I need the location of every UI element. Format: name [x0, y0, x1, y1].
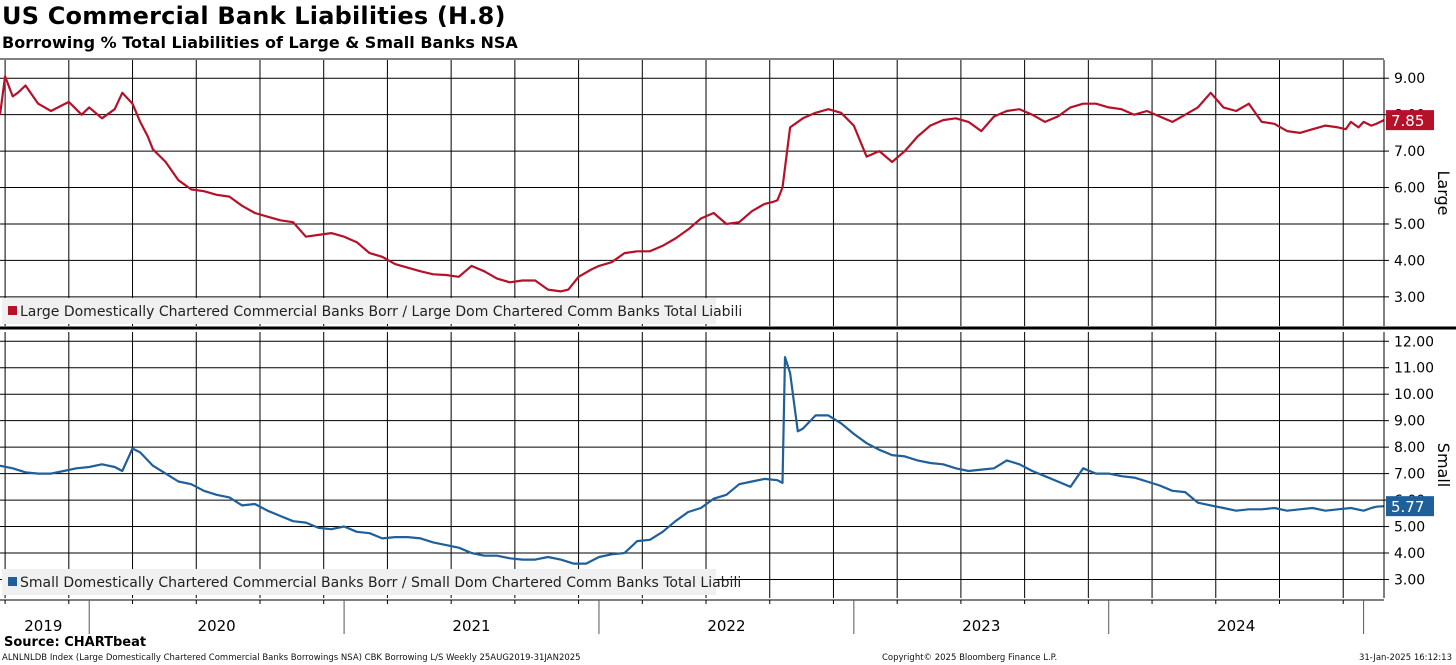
y-tick-label: 7.00	[1394, 144, 1425, 160]
y-tick-label: 9.00	[1394, 414, 1425, 430]
y-tick-label: 8.00	[1394, 440, 1425, 456]
large-axis-label: Large	[1434, 170, 1453, 215]
x-tick-label: 2024	[1217, 617, 1255, 635]
large-panel-grid	[0, 60, 1384, 326]
chart-title: US Commercial Bank Liabilities (H.8)	[2, 2, 506, 30]
small-legend-swatch	[8, 577, 17, 586]
source-note: Source: CHARTbeat	[4, 635, 147, 650]
small-legend-box	[2, 569, 716, 595]
y-tick-label: 5.00	[1394, 520, 1425, 536]
small-last-value-label: 5.77	[1391, 498, 1424, 516]
legends: Large Domestically Chartered Commercial …	[2, 298, 742, 595]
large-legend-box	[2, 298, 716, 324]
y-tick-label: 4.00	[1394, 546, 1425, 562]
small-series-line	[0, 356, 1385, 565]
small-last-value-tag	[1386, 496, 1434, 517]
y-tick-label: 9.00	[1394, 71, 1425, 87]
y-tick-label: 6.00	[1394, 181, 1425, 197]
y-tick-label: 4.00	[1394, 253, 1425, 269]
y-tick-label: 3.00	[1394, 572, 1425, 588]
large-last-value-label: 7.85	[1391, 112, 1424, 130]
x-tick-label: 2022	[707, 617, 745, 635]
x-tick-label: 2019	[24, 617, 62, 635]
y-tick-label: 5.00	[1394, 217, 1425, 233]
axes: 3.00 4.00 5.00 6.00 7.00 8.00 9.00 Large 7.85 3.0…	[0, 58, 1456, 635]
footer-index-description: ALNLNLDB Index (Large Domestically Chart…	[2, 653, 581, 663]
large-series-line	[0, 75, 1385, 293]
y-tick-label: 11.00	[1394, 361, 1434, 377]
y-tick-label: 12.00	[1394, 334, 1434, 350]
small-panel-grid	[0, 332, 1384, 598]
y-tick-label: 10.00	[1394, 387, 1434, 403]
y-tick-label: 7.00	[1394, 467, 1425, 483]
footer-copyright: Copyright© 2025 Bloomberg Finance L.P.	[882, 653, 1058, 663]
large-legend-swatch	[8, 306, 17, 315]
large-last-value-tag	[1386, 110, 1434, 131]
chart-subtitle: Borrowing % Total Liabilities of Large &…	[2, 33, 518, 52]
large-legend-label: Large Domestically Chartered Commercial …	[20, 304, 742, 320]
y-tick-label: 3.00	[1394, 290, 1425, 306]
footer-timestamp: 31-Jan-2025 16:12:13	[1358, 653, 1452, 663]
small-axis-label: Small	[1434, 443, 1453, 487]
x-tick-label: 2023	[962, 617, 1000, 635]
small-legend-label: Small Domestically Chartered Commercial …	[20, 575, 741, 591]
x-tick-label: 2020	[198, 617, 236, 635]
x-tick-label: 2021	[452, 617, 490, 635]
series-lines	[0, 75, 1385, 565]
